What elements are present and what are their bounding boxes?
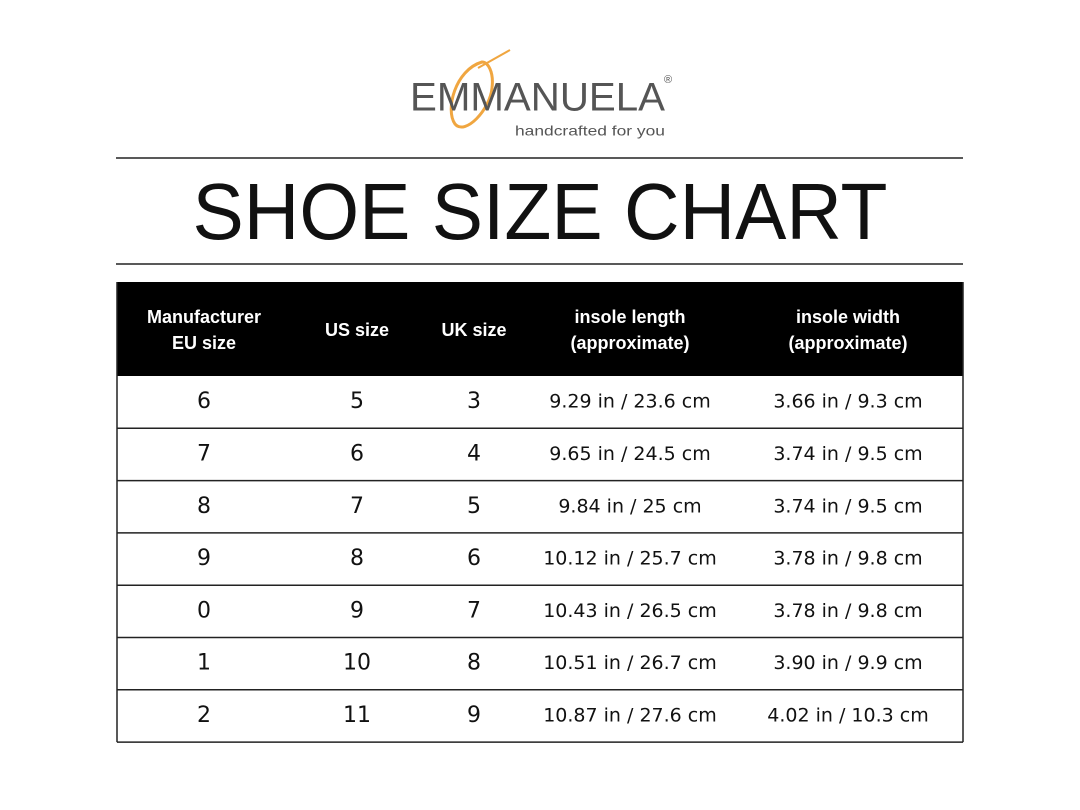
table-cell: 3.90 in / 9.9 cm <box>773 652 922 674</box>
table-cell: 4 <box>467 441 481 466</box>
table-cell: 9 <box>197 546 211 571</box>
column-header: UK size <box>441 320 506 340</box>
table-cell: 5 <box>467 494 481 519</box>
table-cell: 7 <box>197 441 211 466</box>
table-cell: 7 <box>467 598 481 623</box>
table-cell: 9.84 in / 25 cm <box>558 495 701 517</box>
column-header: insole length <box>574 307 685 327</box>
table-cell: 10.87 in / 27.6 cm <box>543 704 717 726</box>
table-cell: 10.51 in / 26.7 cm <box>543 652 717 674</box>
column-header: EU size <box>172 333 236 353</box>
table-cell: 9 <box>467 703 481 728</box>
column-header: insole width <box>796 307 900 327</box>
table-cell: 1 <box>197 651 211 676</box>
table-cell: 7 <box>350 494 364 519</box>
table-cell: 4.02 in / 10.3 cm <box>767 704 928 726</box>
column-header: (approximate) <box>788 333 907 353</box>
size-table: Manufacturer EU size US size UK size insole … <box>116 282 964 743</box>
table-cell: 3.66 in / 9.3 cm <box>773 391 922 413</box>
brand-name: EMMANUELA <box>410 76 665 120</box>
table-cell: 8 <box>350 546 364 571</box>
table-cell: 5 <box>350 389 364 414</box>
page-title: SHOE SIZE CHART <box>193 167 888 256</box>
table-cell: 2 <box>197 703 211 728</box>
table-cell: 10.12 in / 25.7 cm <box>543 548 717 570</box>
column-header: (approximate) <box>570 333 689 353</box>
table-cell: 6 <box>197 389 211 414</box>
registered-mark: ® <box>664 74 672 86</box>
table-cell: 3 <box>467 389 481 414</box>
table-cell: 9.29 in / 23.6 cm <box>549 391 710 413</box>
table-cell: 3.78 in / 9.8 cm <box>773 600 922 622</box>
table-cell: 9.65 in / 24.5 cm <box>549 443 710 465</box>
column-header: US size <box>325 320 389 340</box>
table-cell: 3.78 in / 9.8 cm <box>773 548 922 570</box>
table-cell: 6 <box>467 546 481 571</box>
table-header-bg <box>117 282 963 376</box>
column-header: Manufacturer <box>147 307 261 327</box>
table-cell: 3.74 in / 9.5 cm <box>773 495 922 517</box>
table-cell: 8 <box>197 494 211 519</box>
table-cell: 6 <box>350 441 364 466</box>
logo-mark <box>449 49 511 129</box>
tagline: handcrafted for you <box>515 123 665 139</box>
table-cell: 0 <box>197 598 211 623</box>
table-cell: 11 <box>343 703 371 728</box>
table-cell: 8 <box>467 651 481 676</box>
table-cell: 3.74 in / 9.5 cm <box>773 443 922 465</box>
table-cell: 10 <box>343 651 371 676</box>
table-cell: 10.43 in / 26.5 cm <box>543 600 717 622</box>
table-cell: 9 <box>350 598 364 623</box>
